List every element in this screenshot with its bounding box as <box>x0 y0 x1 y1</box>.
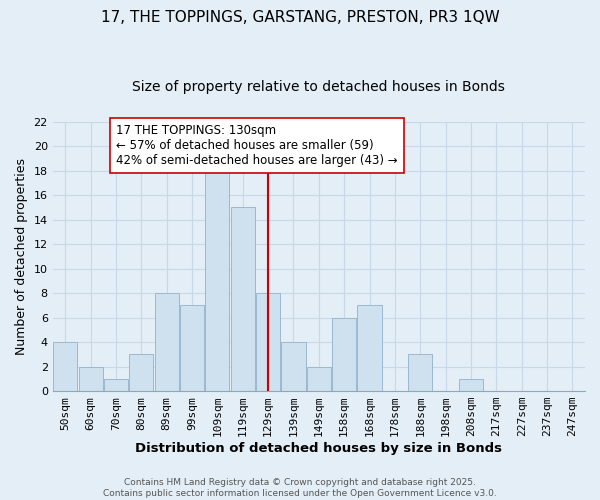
Title: Size of property relative to detached houses in Bonds: Size of property relative to detached ho… <box>133 80 505 94</box>
Bar <box>307 366 331 391</box>
Text: 17, THE TOPPINGS, GARSTANG, PRESTON, PR3 1QW: 17, THE TOPPINGS, GARSTANG, PRESTON, PR3… <box>101 10 499 25</box>
Bar <box>408 354 432 391</box>
Y-axis label: Number of detached properties: Number of detached properties <box>15 158 28 355</box>
X-axis label: Distribution of detached houses by size in Bonds: Distribution of detached houses by size … <box>136 442 502 455</box>
Bar <box>231 208 255 391</box>
Bar <box>104 379 128 391</box>
Bar <box>155 293 179 391</box>
Bar <box>130 354 154 391</box>
Bar <box>180 306 204 391</box>
Bar <box>281 342 305 391</box>
Text: Contains HM Land Registry data © Crown copyright and database right 2025.
Contai: Contains HM Land Registry data © Crown c… <box>103 478 497 498</box>
Bar <box>459 379 483 391</box>
Bar <box>205 170 229 391</box>
Bar <box>256 293 280 391</box>
Bar <box>358 306 382 391</box>
Bar <box>53 342 77 391</box>
Text: 17 THE TOPPINGS: 130sqm
← 57% of detached houses are smaller (59)
42% of semi-de: 17 THE TOPPINGS: 130sqm ← 57% of detache… <box>116 124 398 167</box>
Bar <box>332 318 356 391</box>
Bar <box>79 366 103 391</box>
